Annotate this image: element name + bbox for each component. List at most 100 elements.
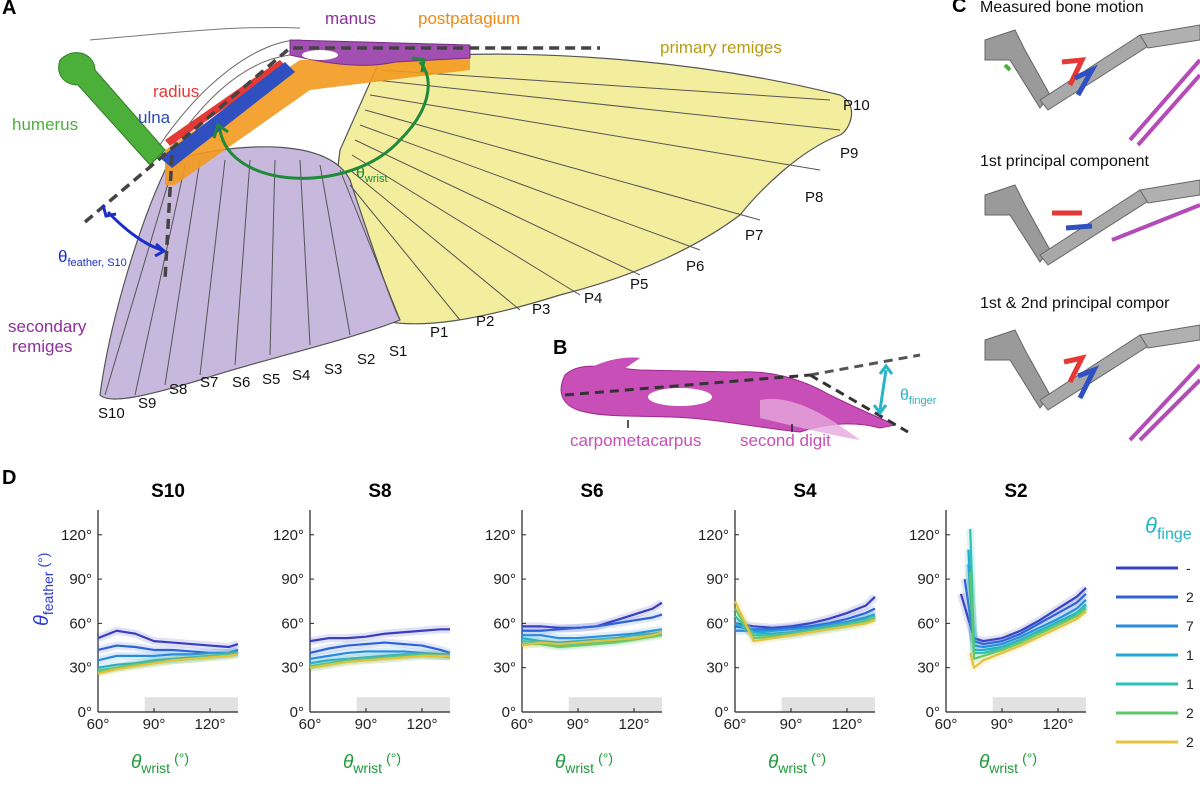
ulna-label: ulna [138,108,171,127]
humerus-bone [58,52,166,166]
series-line-3 [309,650,450,660]
panel-c-label: C [952,0,966,17]
y-tick-label: 30° [493,660,516,677]
x-axis-label: θwrist(°) [131,750,189,776]
y-tick-label: 0° [78,704,92,721]
x-tick-label: 120° [194,716,225,733]
y-tick-label: 90° [69,571,92,588]
finger-legend: θfinge - 2 7 1 1 2 2 [1116,513,1194,750]
carpometacarpus-label: carpometacarpus [570,431,701,450]
x-axis-label: θwrist(°) [555,750,613,776]
manus-fenestra [302,50,338,60]
humerus-gray [984,184,1051,263]
feather-arrow-tail [101,204,117,218]
theta-feather-label: θfeather, S10 [58,247,127,269]
ulna-trace [1073,64,1098,97]
x-tick-label: 90° [143,716,166,733]
feather-shafts [104,69,841,396]
humerus-label: humerus [12,115,78,134]
feather-angle-arc [106,210,163,252]
x-tick-label: 120° [618,716,649,733]
series-line-2 [963,578,1087,646]
y-tick-label: 60° [69,615,92,632]
legend-label: 2 [1186,734,1194,750]
plot-title: S10 [151,481,185,502]
series-line-5 [734,615,876,637]
forearm-gray [1039,34,1151,111]
primary-label: P4 [584,290,602,307]
alula-outline [89,26,301,41]
primary-label: P2 [476,313,494,330]
legend-label: 2 [1186,705,1194,721]
series-line-6 [969,571,1087,660]
y-tick-label: 60° [493,615,516,632]
y-tick-label: 120° [698,527,729,544]
y-tick-label: 90° [706,571,729,588]
carpometacarpus-process [590,357,640,372]
y-tick-label: 90° [493,571,516,588]
manus-label: manus [325,9,376,28]
plot-title: S2 [1004,481,1027,502]
finger-angle-arrow [878,369,888,411]
secondary-feather-label: S10 [98,405,125,422]
series-line-3 [735,613,876,632]
primary-label: P1 [430,324,448,341]
series-line-7 [734,600,876,643]
primary-label: P9 [840,145,858,162]
secondary-feather-label: S6 [232,374,250,391]
legend-rows: - 2 7 1 1 2 2 [1116,560,1194,750]
legend-title: θfinge [1145,513,1192,543]
series-line-3 [967,564,1087,649]
primary-label: P5 [630,276,648,293]
x-axis-label: θwrist(°) [768,750,826,776]
y-tick-label: 120° [485,527,516,544]
x-tick-label: 120° [831,716,862,733]
series-line-1 [97,629,239,649]
primary-label: P10 [843,97,870,114]
hand-gray [1139,24,1200,49]
series-line-7 [521,631,663,647]
panel-b-label: B [553,337,567,359]
plot-s8: S8 0° 30° 60° 90° 120° 60° 90° 120° θwrist(°) [273,481,452,776]
x-tick-label: 60° [724,716,747,733]
secondary-label-1: secondary [8,317,87,336]
wrist-arrow-tail [212,122,229,139]
series-line-7 [309,654,450,669]
secondary-feather-label: S5 [262,371,280,388]
y-tick-label: 0° [502,704,516,721]
feather-arrow-head [154,242,167,258]
series-line-1 [734,596,876,629]
wing-illustration [58,26,853,400]
plot-s6: S6 0° 30° 60° 90° 120° 60° 90° 120° θwrist(°) [485,481,665,776]
primary-label: P6 [686,258,704,275]
bone-motion-illustration-1 [984,24,1200,147]
y-tick-label: 0° [926,704,940,721]
shaded-range [781,697,875,712]
x-tick-label: 90° [991,716,1014,733]
forearm-gray [1039,189,1151,266]
secondary-feather-label: S4 [292,367,310,384]
y-tick-label: 60° [706,615,729,632]
series-line-3 [522,628,663,640]
carpometacarpus-shape [560,365,897,433]
postpatagium-label: postpatagium [418,9,520,28]
plot-s10: S10 0° 30° 60° 90° 120° 60° 90° 120° θwrist(°) [61,481,240,776]
second-digit-shape [760,399,860,440]
legend-label: 7 [1186,618,1194,634]
secondary-feather-label: S9 [138,395,156,412]
x-tick-label: 60° [935,716,958,733]
digit-axis-dashed [809,373,909,434]
y-tick-label: 30° [706,660,729,677]
feather-angle-plots: S10 0° 30° 60° 90° 120° 60° 90° 120° θwrist(°) S8 0… [61,481,1089,776]
wrist-arrow-head [411,56,426,73]
x-tick-label: 60° [299,716,322,733]
finger-arrow-head-bottom [872,404,888,416]
shaded-range [992,697,1086,712]
x-tick-label: 90° [355,716,378,733]
carpometacarpus-illustration [560,353,921,440]
hand-gray [1139,179,1200,204]
shaded-range [568,697,662,712]
x-tick-label: 60° [511,716,534,733]
feather-axis-dashed [163,154,174,281]
